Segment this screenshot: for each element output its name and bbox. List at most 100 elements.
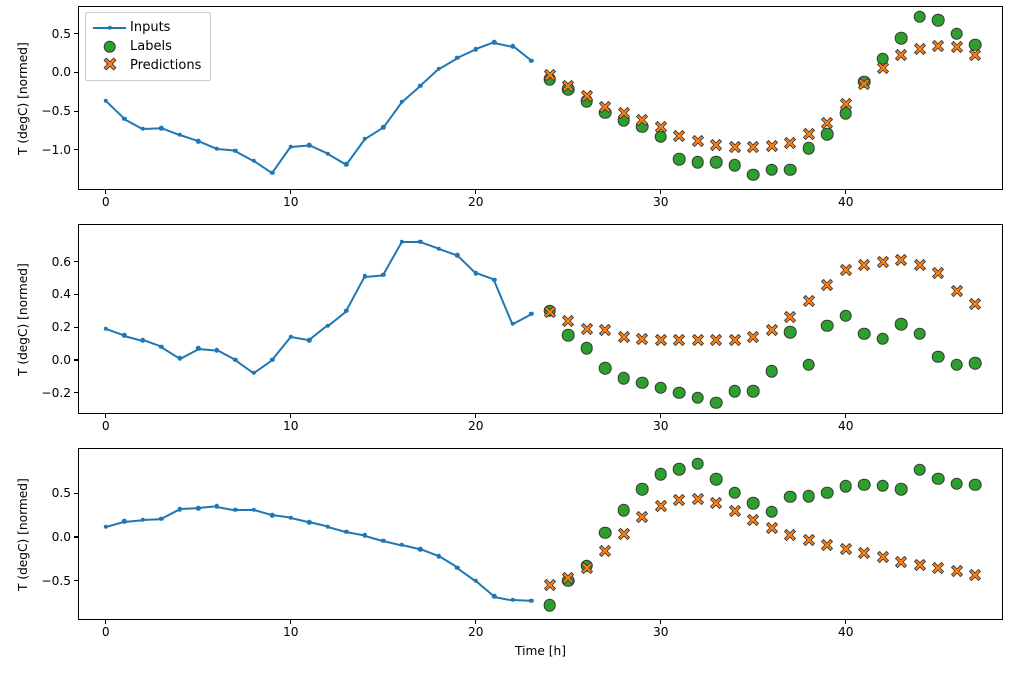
input-point <box>399 239 404 245</box>
x-tick-mark <box>290 414 292 418</box>
panel-1-axes-frame <box>78 6 1003 190</box>
x-tick-mark <box>845 620 847 624</box>
label-point <box>783 163 797 177</box>
label-point <box>691 391 705 404</box>
prediction-point <box>616 526 631 541</box>
label-point <box>709 473 723 486</box>
y-tick-mark <box>74 33 78 35</box>
x-tick-mark <box>660 620 662 624</box>
x-tick-label: 30 <box>652 195 669 209</box>
prediction-point <box>561 313 576 328</box>
y-tick-label: 0.0 <box>51 529 71 544</box>
x-tick-label: 20 <box>467 419 484 433</box>
y-tick-mark <box>74 110 78 112</box>
input-point <box>418 239 423 245</box>
input-point <box>529 311 534 317</box>
prediction-point <box>542 305 557 320</box>
label-point <box>857 327 871 341</box>
x-tick-label: 40 <box>837 625 854 639</box>
label-point <box>728 384 742 398</box>
input-point <box>159 516 164 521</box>
x-tick-label: 10 <box>282 419 299 433</box>
input-point <box>103 98 108 104</box>
input-point <box>214 146 219 152</box>
label-point <box>691 155 705 169</box>
label-point <box>950 27 964 41</box>
input-point <box>529 598 534 603</box>
label-point <box>894 482 908 496</box>
prediction-point <box>616 106 631 121</box>
input-point <box>510 597 515 603</box>
prediction-point <box>783 310 798 325</box>
input-point <box>140 338 145 343</box>
prediction-point <box>653 499 668 514</box>
input-point <box>473 578 478 583</box>
prediction-point <box>801 126 816 141</box>
y-tick-mark <box>74 293 78 296</box>
input-point <box>325 524 330 529</box>
input-point <box>455 565 460 570</box>
input-point <box>362 136 367 142</box>
label-point <box>709 396 723 409</box>
prediction-point <box>709 333 724 348</box>
prediction-point <box>579 88 594 103</box>
y-tick-mark <box>74 71 78 74</box>
label-point <box>598 361 612 375</box>
label-point <box>839 107 853 120</box>
prediction-point <box>690 333 705 348</box>
label-point <box>617 371 631 385</box>
label-point <box>968 356 982 370</box>
input-point <box>344 162 349 167</box>
panel-3-axes-frame <box>78 448 1003 620</box>
x-tick-label: 20 <box>467 195 484 209</box>
label-point <box>672 386 686 399</box>
input-point <box>418 83 423 88</box>
label-point <box>802 489 816 503</box>
x-tick-label: 10 <box>282 625 299 639</box>
input-line-segment <box>308 324 329 341</box>
prediction-point <box>709 138 724 153</box>
prediction-point <box>820 115 835 130</box>
prediction-point <box>912 557 927 572</box>
input-point <box>214 504 219 509</box>
input-line-segment <box>327 310 347 327</box>
prediction-point <box>598 323 613 338</box>
y-tick-mark <box>74 536 78 538</box>
label-point <box>598 526 612 539</box>
y-tick-label: −0.5 <box>41 104 71 119</box>
input-line-segment <box>401 85 421 103</box>
legend-entry-inputs: Inputs <box>93 18 201 37</box>
input-point <box>159 125 164 131</box>
input-point <box>196 346 201 351</box>
label-point <box>635 482 649 496</box>
x-tick-label: 10 <box>282 195 299 209</box>
x-tick-mark <box>660 190 662 194</box>
x-tick-label: 20 <box>467 625 484 639</box>
panel-3: 0.5 0.0 −0.5 0 10 20 30 40 T (degC) [normed] T… <box>16 448 1003 658</box>
panel-3-plot-area <box>78 448 1003 620</box>
prediction-point <box>912 41 927 56</box>
label-point <box>931 13 945 27</box>
input-point <box>325 151 330 156</box>
label-point <box>894 32 908 45</box>
input-point <box>381 125 386 130</box>
prediction-point <box>746 139 761 154</box>
x-tick-mark <box>290 620 292 624</box>
input-point <box>251 158 256 163</box>
legend-label-inputs: Inputs <box>130 20 171 35</box>
y-tick-mark <box>74 359 78 361</box>
prediction-point <box>968 297 983 312</box>
prediction-point <box>931 266 946 281</box>
y-tick-mark <box>74 580 78 582</box>
input-point <box>233 148 238 153</box>
panel-1-ylabel: T (degC) [normed] <box>16 41 30 155</box>
label-point <box>950 477 964 491</box>
input-point <box>288 515 293 521</box>
y-tick-mark <box>74 326 78 328</box>
input-line-segment <box>382 101 403 128</box>
label-point <box>783 490 797 504</box>
legend: Inputs Labels Predictions <box>85 12 212 81</box>
x-tick-mark <box>845 414 847 418</box>
prediction-point <box>672 333 687 348</box>
